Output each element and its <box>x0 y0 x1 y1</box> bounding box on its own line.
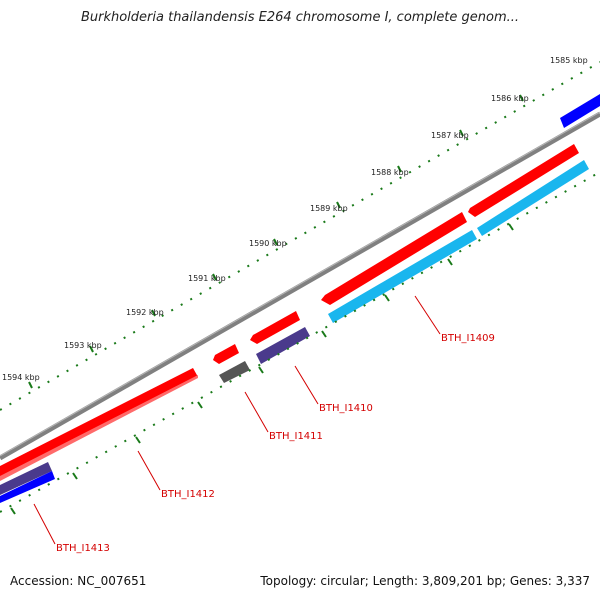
tick-mark <box>135 436 141 444</box>
tick-mark <box>384 294 390 302</box>
gene-label-bth-i1409[interactable]: BTH_I1409 <box>441 333 495 344</box>
tick-mark <box>28 381 33 389</box>
tick-label: 1585 kbp <box>550 56 588 65</box>
tick-label: 1587 kbp <box>431 131 469 140</box>
gene-label-bth-i1410[interactable]: BTH_I1410 <box>319 403 373 414</box>
tick-mark <box>197 401 203 409</box>
gene-cyan-1409a <box>477 160 589 236</box>
genome-backbone-highlight <box>0 111 600 457</box>
gene-gray-1411 <box>219 361 250 383</box>
inner-ruler-ticks <box>10 223 514 515</box>
tick-mark <box>321 330 327 338</box>
gene-label-bth-i1412[interactable]: BTH_I1412 <box>161 489 215 500</box>
ruler-ticks <box>28 94 524 389</box>
genome-backbone <box>0 111 600 461</box>
gene-purple-1410 <box>256 327 310 364</box>
gene-cyan-1409b <box>328 230 477 323</box>
map-title: Burkholderia thailandensis E264 chromoso… <box>80 10 520 25</box>
accession-text: Accession: NC_007651 <box>10 574 147 588</box>
gene-label-bth-i1411[interactable]: BTH_I1411 <box>269 431 323 442</box>
tick-mark <box>10 507 16 515</box>
tick-mark <box>273 238 278 246</box>
tick-label: 1590 kbp <box>249 239 287 248</box>
genome-summary-text: Topology: circular; Length: 3,809,201 bp… <box>260 574 590 588</box>
leader-bth-i1409 <box>414 295 441 335</box>
leader-bth-i1413 <box>33 503 56 545</box>
gene-leaders <box>33 295 441 545</box>
gene-label-bth-i1413[interactable]: BTH_I1413 <box>56 543 110 554</box>
gene-red-small <box>213 344 239 364</box>
gene-red-1410 <box>250 311 300 344</box>
tick-label: 1586 kbp <box>491 94 529 103</box>
tick-mark <box>212 273 217 281</box>
gene-blue-1413 <box>0 471 55 503</box>
tick-label: 1589 kbp <box>310 204 348 213</box>
gene-red-1412-shade <box>0 375 198 481</box>
leader-bth-i1411 <box>244 391 269 433</box>
tick-mark <box>258 366 264 374</box>
tick-label: 1592 kbp <box>126 308 164 317</box>
leader-bth-i1412 <box>137 450 161 491</box>
tick-label: 1588 kbp <box>371 168 409 177</box>
leader-bth-i1410 <box>294 365 319 405</box>
kbp-ruler-outer <box>0 61 600 411</box>
tick-mark <box>72 472 78 480</box>
tick-mark <box>89 345 94 353</box>
gene-blue-top <box>560 94 600 128</box>
tick-mark <box>459 129 464 137</box>
tick-mark <box>151 309 156 317</box>
tick-label: 1591 kbp <box>188 274 226 283</box>
tick-label: 1593 kbp <box>64 341 102 350</box>
tick-mark <box>508 223 514 231</box>
tick-mark <box>336 201 341 209</box>
tick-mark <box>447 258 453 266</box>
tick-label: 1594 kbp <box>2 373 40 382</box>
tick-mark <box>519 94 524 102</box>
gene-red-1409a <box>468 144 579 217</box>
tick-mark <box>397 165 402 173</box>
gene-red-1409b <box>321 212 467 305</box>
gene-purple-1413 <box>0 462 52 495</box>
